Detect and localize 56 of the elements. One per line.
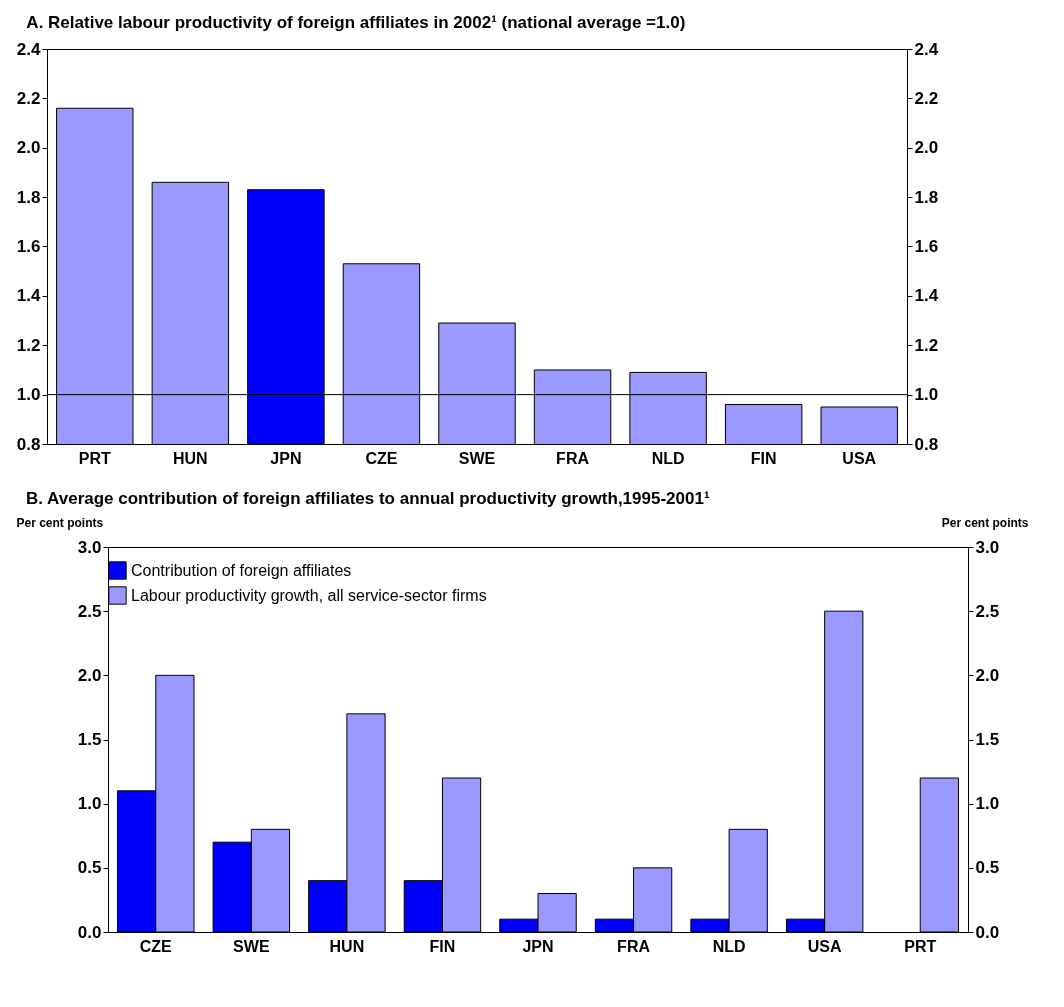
chart-title: B. Average contribution of foreign affiliates to annual productivity growth,1995-2001¹ <box>26 489 710 508</box>
x-tick-label: SWE <box>458 449 496 467</box>
x-tick-label: FRA <box>617 937 651 955</box>
y2-tick-label: 1.8 <box>914 187 939 207</box>
y2-tick-label: 1.0 <box>975 794 1000 814</box>
x-tick-label: NLD <box>712 937 746 955</box>
y2-tick-label: 3.0 <box>975 537 1000 557</box>
y2-tick-label: 0.8 <box>914 434 939 454</box>
y2-tick-label: 2.0 <box>975 665 1000 685</box>
x-tick-label: JPN <box>522 937 554 955</box>
y2-axis-title: Per cent points <box>941 515 1029 530</box>
y2-tick-label: 0.0 <box>975 922 1000 942</box>
y-tick-label: 0.5 <box>77 858 102 878</box>
y-tick-label: 2.0 <box>77 665 102 685</box>
y2-tick-label: 2.2 <box>914 88 939 108</box>
y-axis-title: Per cent points <box>16 515 104 530</box>
x-tick-label: CZE <box>365 449 398 467</box>
y-tick-label: 3.0 <box>77 537 102 557</box>
y-tick-label: 2.2 <box>16 88 41 108</box>
x-tick-label: USA <box>807 937 842 955</box>
legend-label: Labour productivity growth, all service-sector firms <box>131 586 487 604</box>
x-tick-label: FRA <box>556 449 590 467</box>
y2-tick-label: 0.5 <box>975 858 1000 878</box>
y2-tick-label: 1.0 <box>914 385 939 405</box>
x-tick-label: FIN <box>750 449 777 467</box>
y-tick-label: 1.0 <box>77 794 102 814</box>
y-tick-label: 1.6 <box>16 237 41 256</box>
y-tick-label: 2.4 <box>16 39 42 59</box>
y-tick-label: 0.0 <box>77 922 102 942</box>
y2-tick-label: 1.6 <box>914 237 939 256</box>
y-tick-label: 2.5 <box>77 601 102 621</box>
y2-tick-label: 1.5 <box>975 730 1000 749</box>
x-tick-label: JPN <box>270 449 302 467</box>
x-tick-label: FIN <box>429 937 456 955</box>
legend-label: Contribution of foreign affiliates <box>131 561 352 579</box>
x-tick-label: PRT <box>904 937 937 955</box>
y-tick-label: 1.2 <box>16 335 41 355</box>
x-tick-label: SWE <box>233 937 270 955</box>
chart-title: A. Relative labour productivity of foreign affiliates in 2002¹ (national average =1.0) <box>26 13 686 32</box>
y2-tick-label: 1.2 <box>914 335 939 355</box>
y-tick-label: 1.5 <box>77 730 102 749</box>
y-tick-label: 0.8 <box>16 434 41 454</box>
x-tick-label: PRT <box>78 449 111 467</box>
x-tick-label: NLD <box>651 449 685 467</box>
y-tick-label: 1.0 <box>16 385 41 405</box>
x-tick-label: CZE <box>139 937 173 955</box>
x-tick-label: HUN <box>173 449 208 467</box>
y-tick-label: 1.8 <box>16 187 41 207</box>
x-tick-label: HUN <box>329 937 365 955</box>
y2-tick-label: 2.0 <box>914 138 939 158</box>
y-tick-label: 2.0 <box>16 138 41 158</box>
y-tick-label: 1.4 <box>16 286 42 306</box>
y2-tick-label: 2.4 <box>914 39 939 59</box>
y2-tick-label: 2.5 <box>975 601 1000 621</box>
x-tick-label: USA <box>842 449 877 467</box>
y2-tick-label: 1.4 <box>914 286 939 306</box>
